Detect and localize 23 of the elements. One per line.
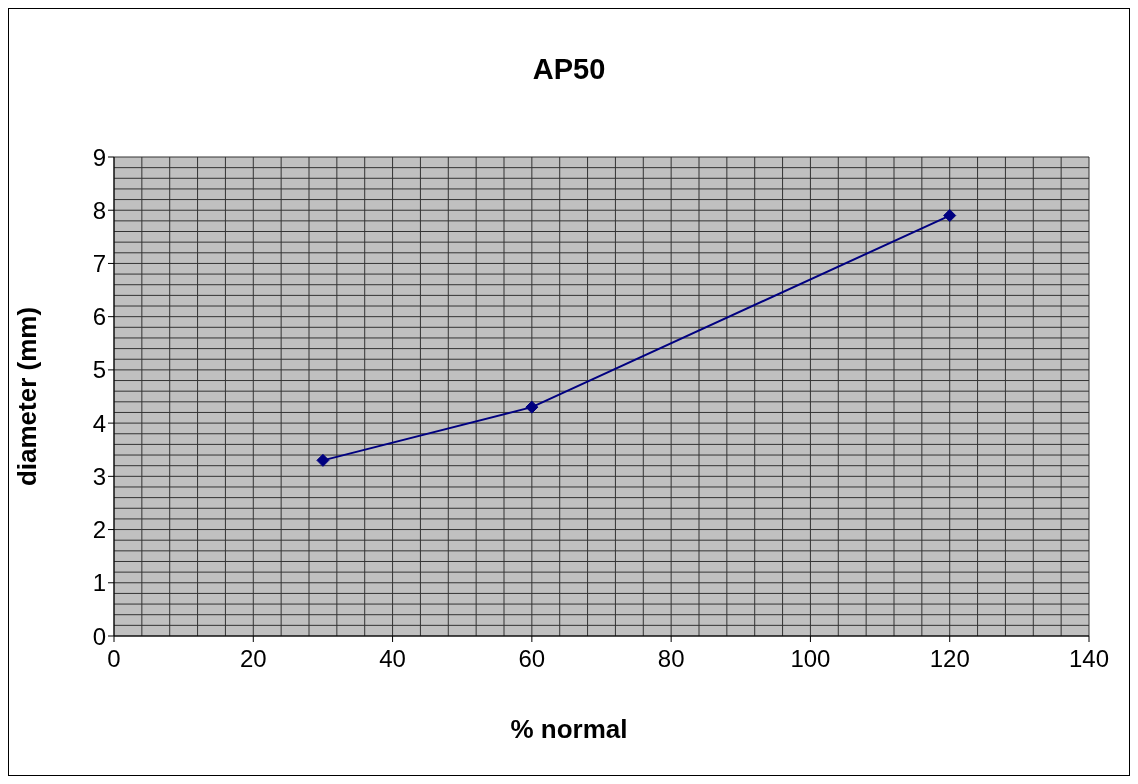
x-tick-label: 20 [239,645,267,673]
x-tick-label: 120 [929,645,970,673]
x-tick-label: 140 [1068,645,1110,673]
y-tick-label: 2 [92,516,106,544]
y-tick-label: 1 [92,569,106,597]
x-tick-label: 60 [518,645,546,673]
x-tick-label: 80 [657,645,685,673]
y-tick-label: 6 [92,303,106,331]
x-axis-title: % normal [509,714,629,745]
y-axis-title: diameter (mm) [12,306,43,487]
point [316,453,330,467]
y-tick-label: 3 [92,462,106,490]
y-tick-label: 0 [92,622,106,650]
y-tick-label: 5 [92,356,106,384]
y-tick-label: 8 [92,196,106,224]
x-tick-label: 100 [790,645,831,673]
x-tick-label: 40 [379,645,406,673]
y-tick-label: 4 [92,409,106,437]
y-tick-label: 7 [92,249,106,277]
point [525,400,539,414]
y-tick-label: 9 [92,143,106,171]
point [943,209,957,223]
chart-title: AP50 [531,53,607,86]
